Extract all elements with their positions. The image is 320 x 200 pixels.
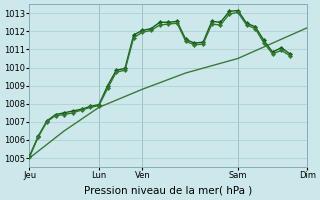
X-axis label: Pression niveau de la mer( hPa ): Pression niveau de la mer( hPa ) [84,186,252,196]
